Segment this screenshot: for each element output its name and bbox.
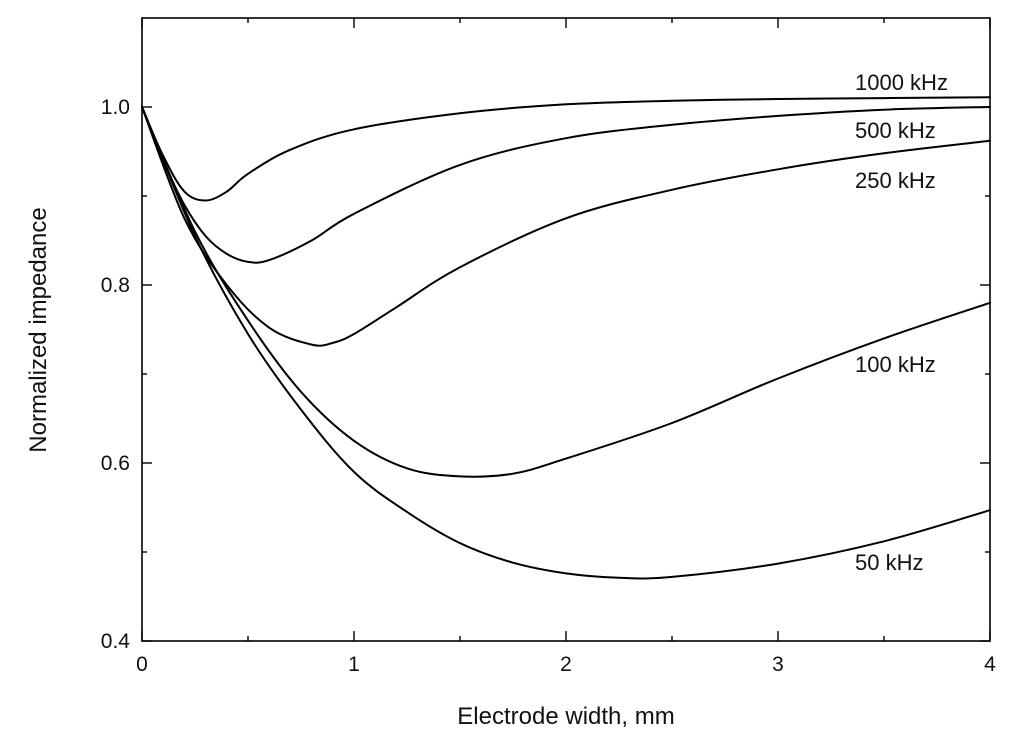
series-label-50-khz: 50 kHz [855, 550, 923, 575]
series-line-250-khz [141, 106, 991, 347]
x-tick-label: 0 [136, 653, 148, 676]
series-label-1000-khz: 1000 kHz [855, 70, 948, 95]
y-tick-label: 0.6 [101, 452, 130, 475]
series-line-100-khz [141, 106, 991, 478]
y-axis-title: Normalized impedance [25, 207, 52, 452]
series-line-1000-khz [141, 96, 991, 202]
x-tick-label: 4 [984, 653, 996, 676]
x-axis-title: Electrode width, mm [457, 703, 674, 730]
x-tick-label: 2 [560, 653, 572, 676]
series-label-500-khz: 500 kHz [855, 118, 936, 143]
series-line-500-khz [141, 106, 991, 264]
series-lines [141, 96, 991, 580]
x-tick-label: 1 [348, 653, 360, 676]
x-tick-label: 3 [772, 653, 784, 676]
y-tick-label: 0.8 [101, 274, 130, 297]
series-label-250-khz: 250 kHz [855, 168, 936, 193]
ticks: 0 1 2 3 4 0.4 0.6 0.8 1.0 [101, 18, 996, 676]
series-label-100-khz: 100 kHz [855, 352, 936, 377]
y-tick-label: 1.0 [101, 96, 130, 119]
y-tick-label: 0.4 [101, 630, 131, 653]
series-labels: 1000 kHz 500 kHz 250 kHz 100 kHz 50 kHz [855, 70, 948, 575]
series-line-50-khz [141, 106, 991, 580]
